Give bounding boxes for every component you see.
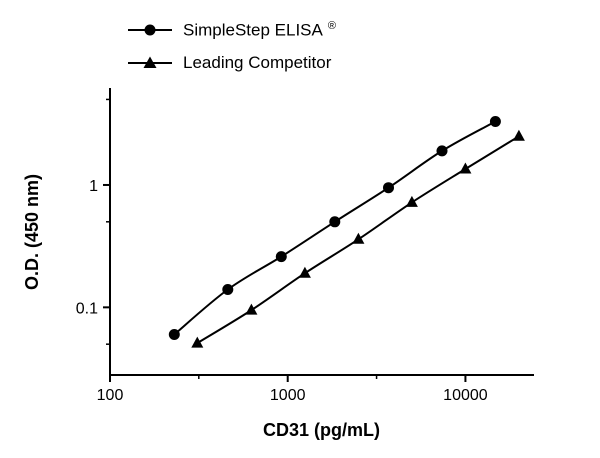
x-tick-label: 10000 xyxy=(443,387,488,404)
data-point-circle xyxy=(436,145,448,157)
data-point-triangle xyxy=(245,303,258,315)
registered-trademark-symbol: ® xyxy=(327,20,336,32)
legend-item-simplestep: SimpleStep ELISA ® xyxy=(128,20,336,41)
x-tick-label: 1000 xyxy=(270,387,306,404)
x-axis-title: CD31 (pg/mL) xyxy=(263,420,380,440)
data-point-triangle xyxy=(352,232,365,244)
y-tick-label: 0.1 xyxy=(76,300,98,317)
legend-item-competitor: Leading Competitor xyxy=(128,53,336,73)
y-axis-title: O.D. (450 nm) xyxy=(22,173,42,291)
data-point-triangle xyxy=(512,129,525,141)
data-point-circle xyxy=(168,329,180,340)
data-point-circle xyxy=(329,216,341,228)
data-point-triangle xyxy=(405,195,418,207)
x-tick-label: 100 xyxy=(97,387,124,404)
data-point-triangle xyxy=(191,336,204,348)
legend-label-competitor: Leading Competitor xyxy=(183,52,332,72)
y-tick-label: 1 xyxy=(89,178,98,195)
data-point-circle xyxy=(222,284,234,295)
data-point-triangle xyxy=(298,266,311,278)
legend-label-simplestep-text: SimpleStep ELISA xyxy=(183,20,323,40)
legend-label-simplestep: SimpleStep ELISA ® xyxy=(183,20,336,41)
data-point-circle xyxy=(383,182,394,194)
series-line-0 xyxy=(173,120,496,336)
chart-legend: SimpleStep ELISA ® Leading Competitor xyxy=(128,20,336,73)
data-point-triangle xyxy=(459,162,472,174)
data-point-circle xyxy=(489,116,501,127)
legend-marker-circle-icon xyxy=(128,24,172,36)
data-point-circle xyxy=(275,251,287,263)
legend-marker-triangle-icon xyxy=(128,56,172,68)
